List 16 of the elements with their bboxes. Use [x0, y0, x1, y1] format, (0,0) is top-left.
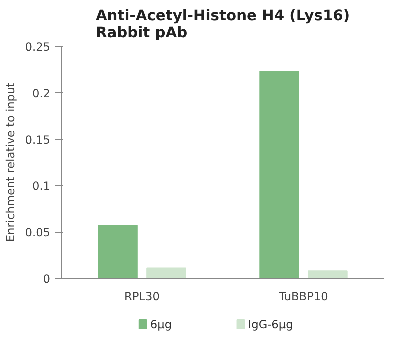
chart-title: Anti-Acetyl-Histone H4 (Lys16) Rabbit pAb	[96, 8, 350, 42]
y-tick-label: 0.1	[32, 179, 50, 194]
bar	[98, 225, 138, 278]
x-tick-label: TuBBP10	[278, 290, 328, 304]
y-tick-label: 0.2	[32, 86, 50, 100]
y-tick-label: 0.15	[25, 132, 51, 147]
y-axis-title: Enrichment relative to input	[3, 82, 18, 242]
legend-label: IgG-6μg	[248, 318, 294, 332]
bar	[260, 71, 300, 278]
y-tick-label: 0	[43, 272, 51, 286]
bar	[146, 268, 186, 278]
x-tick-label: RPL30	[124, 290, 160, 304]
y-tick-label: 0.25	[25, 40, 51, 54]
bar	[308, 270, 348, 278]
y-tick-label: 0.05	[25, 226, 51, 240]
legend-label: 6μg	[150, 318, 172, 332]
